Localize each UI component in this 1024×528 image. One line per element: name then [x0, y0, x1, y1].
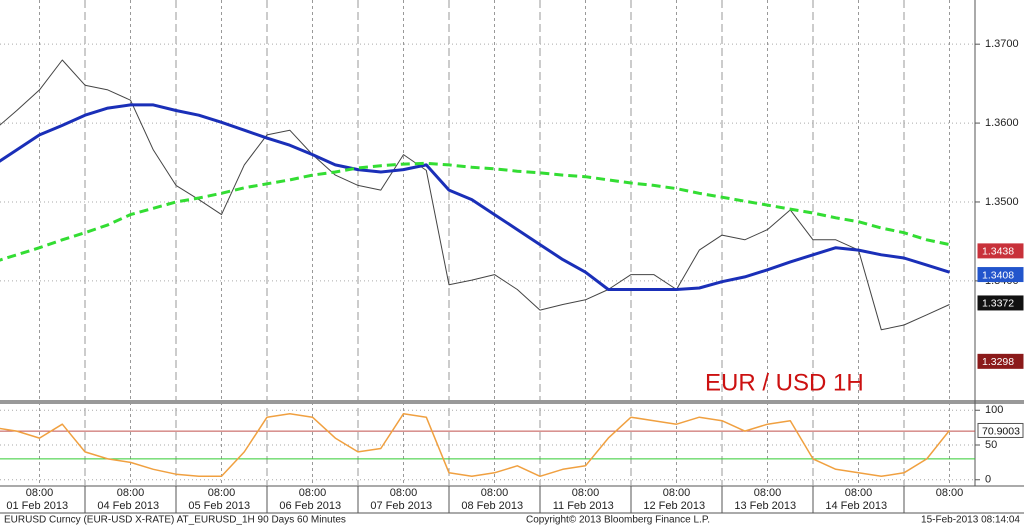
x-tick-label: 08:00: [26, 487, 54, 499]
y-tick-label: 100: [985, 404, 1003, 416]
price-box: [977, 243, 1024, 259]
series-line: [0, 161, 950, 262]
date-label: 01 Feb 2013: [6, 500, 68, 512]
date-label: 14 Feb 2013: [825, 500, 887, 512]
panel-separator: [0, 400, 1024, 404]
x-tick-label: 08:00: [936, 487, 964, 499]
x-tick-label: 08:00: [754, 487, 782, 499]
series-line: [0, 412, 951, 478]
date-label: 06 Feb 2013: [279, 500, 341, 512]
price-box-label: 1.3408: [982, 269, 1014, 281]
date-label: 12 Feb 2013: [643, 500, 705, 512]
date-label: 04 Feb 2013: [97, 500, 159, 512]
y-tick-label: 1.3600: [985, 117, 1019, 129]
date-label: 07 Feb 2013: [370, 500, 432, 512]
y-tick-label: 50: [985, 439, 997, 451]
oscillator-box-label: 70.9003: [982, 425, 1020, 437]
x-tick-label: 08:00: [390, 487, 418, 499]
price-box-label: 1.3298: [982, 356, 1014, 368]
x-tick-label: 08:00: [208, 487, 236, 499]
footer-center: Copyright© 2013 Bloomberg Finance L.P.: [526, 515, 710, 526]
date-label: 05 Feb 2013: [188, 500, 250, 512]
footer-right: 15-Feb-2013 08:14:04: [921, 515, 1020, 526]
price-box-label: 1.3372: [982, 298, 1014, 310]
y-tick-label: 0: [985, 474, 991, 486]
x-tick-label: 08:00: [117, 487, 145, 499]
footer-left: EURUSD Curncy (EUR-USD X-RATE) AT_EURUSD…: [4, 515, 346, 526]
series-line: [0, 103, 950, 291]
y-tick-label: 1.3700: [985, 38, 1019, 50]
x-tick-label: 08:00: [572, 487, 600, 499]
x-tick-label: 08:00: [845, 487, 873, 499]
date-label: 11 Feb 2013: [553, 500, 614, 512]
x-tick-label: 08:00: [481, 487, 509, 499]
date-label: 08 Feb 2013: [461, 500, 523, 512]
price-box: [977, 267, 1024, 283]
oscillator-box: [977, 422, 1024, 438]
annotation: EUR / USD 1H: [705, 369, 864, 396]
y-tick-label: 1.3500: [985, 196, 1019, 208]
date-label: 13 Feb 2013: [734, 500, 796, 512]
price-box: [977, 353, 1024, 369]
x-tick-label: 08:00: [663, 487, 691, 499]
x-tick-label: 08:00: [299, 487, 327, 499]
price-box-label: 1.3438: [982, 246, 1014, 258]
price-box: [977, 295, 1024, 311]
